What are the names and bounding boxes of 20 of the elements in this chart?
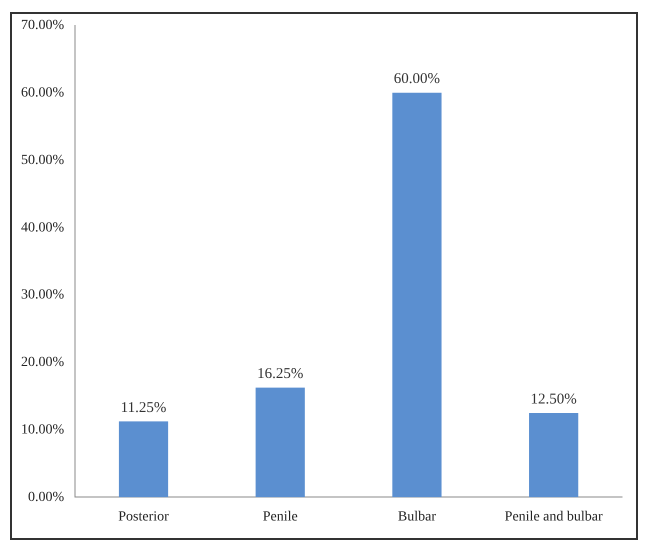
bar bbox=[392, 92, 442, 498]
y-tick-label: 50.00% bbox=[20, 152, 64, 168]
y-tick-label: 60.00% bbox=[20, 85, 64, 100]
y-tick-label: 0.00% bbox=[28, 490, 64, 505]
y-tick-label: 10.00% bbox=[20, 422, 64, 438]
data-label: 60.00% bbox=[394, 71, 440, 88]
y-tick-label: 20.00% bbox=[20, 355, 64, 370]
x-tick-label: Penile and bulbar bbox=[504, 509, 603, 524]
data-label: 11.25% bbox=[120, 400, 166, 416]
data-label: 12.50% bbox=[530, 391, 577, 408]
x-tick-label: Bulbar bbox=[398, 509, 436, 524]
bar bbox=[529, 412, 578, 498]
data-label: 16.25% bbox=[257, 366, 304, 382]
x-tick-label: Penile bbox=[262, 509, 298, 524]
y-tick-label: 40.00% bbox=[20, 220, 64, 236]
bar bbox=[256, 388, 305, 498]
y-tick-label: 30.00% bbox=[20, 288, 64, 303]
y-tick-label: 70.00% bbox=[20, 18, 64, 34]
bar bbox=[118, 421, 168, 498]
x-tick-label: Posterior bbox=[118, 509, 170, 524]
